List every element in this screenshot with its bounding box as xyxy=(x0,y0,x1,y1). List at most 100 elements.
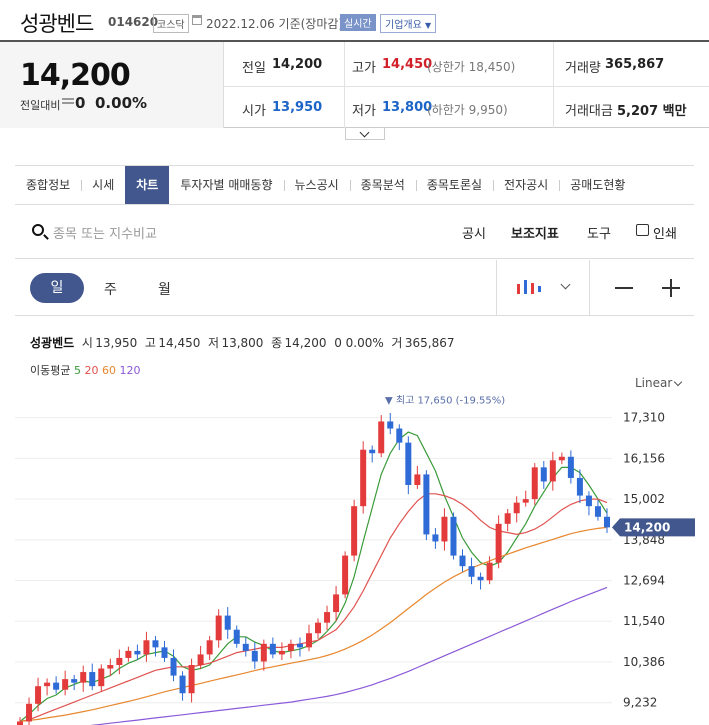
candle-body xyxy=(305,633,312,648)
candle-body xyxy=(161,647,168,658)
chevron-down-icon[interactable] xyxy=(673,377,683,387)
candle-body xyxy=(197,654,204,665)
candle-body xyxy=(468,566,475,577)
candle-body xyxy=(269,643,276,655)
candle-body xyxy=(351,506,358,556)
search-icon[interactable] xyxy=(32,224,44,236)
candle-body xyxy=(287,643,294,651)
candle-body xyxy=(405,442,412,485)
candle-body xyxy=(215,615,222,641)
info-change: 0 0.00% xyxy=(334,336,384,350)
chevron-down-icon[interactable] xyxy=(560,279,571,290)
candle-body xyxy=(98,668,105,687)
ma120-line xyxy=(90,586,608,725)
candle-body xyxy=(179,675,186,694)
zoom-out-button[interactable] xyxy=(615,287,633,289)
high-value: 14,450 xyxy=(382,57,433,72)
divider xyxy=(553,42,554,128)
info-volume: 365,867 xyxy=(404,336,455,350)
tools-button[interactable]: 도구 xyxy=(587,227,611,242)
candle-body xyxy=(558,456,565,461)
company-overview-button[interactable]: 기업개요 ▼ xyxy=(380,14,437,33)
indicator-button[interactable]: 보조지표 xyxy=(511,227,559,242)
candle-body xyxy=(44,682,51,687)
candle-body xyxy=(206,640,213,655)
zoom-in-button[interactable] xyxy=(662,279,680,297)
change-label: 전일대비 xyxy=(20,99,61,112)
y-tick-label: 17,310 xyxy=(623,411,665,425)
stock-name: 성광벤드 xyxy=(20,12,94,36)
tab-short-selling[interactable]: 공매도현황 xyxy=(559,166,636,204)
chevron-down-icon: ▼ xyxy=(425,21,432,30)
candle-body xyxy=(143,640,150,655)
y-tick-label: 12,694 xyxy=(623,574,665,588)
info-open: 13,950 xyxy=(95,336,138,350)
chart-ohlc-info: 성광벤드 시 13,950 고 14,450 저 13,800 종 14,200… xyxy=(30,336,455,350)
candle-body xyxy=(324,612,331,623)
candle-body xyxy=(549,460,556,482)
candle-body xyxy=(585,495,592,507)
moving-average-legend: 이동평균 5 20 60 120 xyxy=(30,364,141,377)
candle-body xyxy=(333,594,340,613)
divider xyxy=(344,42,345,128)
candle-body xyxy=(251,650,258,662)
tab-disclosure[interactable]: 전자공시 xyxy=(493,166,559,204)
current-price: 14,200 xyxy=(20,58,131,93)
candle-body xyxy=(531,467,538,500)
candle-body xyxy=(188,665,195,694)
tab-investor-trading[interactable]: 투자자별 매매동향 xyxy=(180,178,273,192)
candle-body xyxy=(224,615,231,630)
candle-body xyxy=(513,502,520,514)
candle-body xyxy=(53,682,60,690)
candle-body xyxy=(540,467,547,482)
candle-body xyxy=(315,622,322,634)
candle-body xyxy=(71,679,78,683)
divider xyxy=(589,260,590,316)
print-icon[interactable] xyxy=(636,224,649,236)
tab-chart[interactable]: 차트 xyxy=(125,166,170,204)
candle-body xyxy=(62,679,69,690)
candle-body xyxy=(594,506,601,517)
candle-body xyxy=(107,665,114,669)
trade-amount-label: 거래대금 xyxy=(565,104,613,119)
print-button[interactable]: 인쇄 xyxy=(653,227,677,242)
candle-body xyxy=(260,643,267,662)
high-label: 고가 xyxy=(352,61,376,76)
period-day-button[interactable]: 일 xyxy=(30,273,84,303)
open-value: 13,950 xyxy=(272,100,323,115)
candle-body xyxy=(369,449,376,454)
period-month-button[interactable]: 월 xyxy=(158,282,171,298)
tab-overview[interactable]: 종합정보 xyxy=(26,178,71,192)
price-chart[interactable]: 9,23210,38611,54012,69413,84815,00216,15… xyxy=(0,395,709,725)
tab-analysis[interactable]: 종목분석 xyxy=(349,166,416,204)
candle-body xyxy=(414,474,421,485)
candle-body xyxy=(116,657,123,665)
candle-body xyxy=(89,672,96,687)
candle-body xyxy=(576,477,583,496)
low-value: 13,800 xyxy=(382,100,433,115)
period-week-button[interactable]: 주 xyxy=(104,282,117,298)
ma60-label: 60 xyxy=(101,364,116,377)
candle-body xyxy=(486,562,493,581)
tab-price[interactable]: 시세 xyxy=(81,166,125,204)
expand-button[interactable] xyxy=(345,127,385,140)
low-label: 저가 xyxy=(352,104,376,119)
compare-search-input[interactable]: 종목 또는 지수비교 xyxy=(53,227,157,242)
volume-value: 365,867 xyxy=(605,57,665,72)
tab-news[interactable]: 뉴스공시 xyxy=(283,166,350,204)
chart-stock-name: 성광벤드 xyxy=(30,336,75,350)
candle-body xyxy=(35,686,42,704)
tab-discussion[interactable]: 종목토론실 xyxy=(415,166,493,204)
divider xyxy=(496,260,497,316)
scale-selector[interactable]: Linear xyxy=(635,376,673,390)
volume-label: 거래량 xyxy=(565,61,601,76)
candlestick-icon[interactable] xyxy=(515,277,545,299)
candle-body xyxy=(233,629,240,644)
disclosure-button[interactable]: 공시 xyxy=(462,227,486,242)
chevron-down-icon xyxy=(359,127,370,138)
candle-body xyxy=(423,474,430,535)
candle-body xyxy=(441,516,448,542)
divider xyxy=(224,86,709,87)
candle-body xyxy=(360,449,367,507)
realtime-button[interactable]: 실시간 xyxy=(340,14,376,31)
